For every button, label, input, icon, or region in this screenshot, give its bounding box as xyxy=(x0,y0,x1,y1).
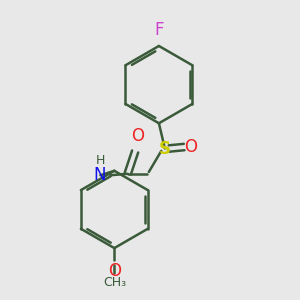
Text: O: O xyxy=(108,262,121,280)
Text: O: O xyxy=(132,127,145,145)
Text: F: F xyxy=(154,20,164,38)
Text: S: S xyxy=(159,140,171,158)
Text: H: H xyxy=(96,154,105,167)
Text: N: N xyxy=(93,166,105,184)
Text: O: O xyxy=(184,138,197,156)
Text: CH₃: CH₃ xyxy=(103,276,126,289)
